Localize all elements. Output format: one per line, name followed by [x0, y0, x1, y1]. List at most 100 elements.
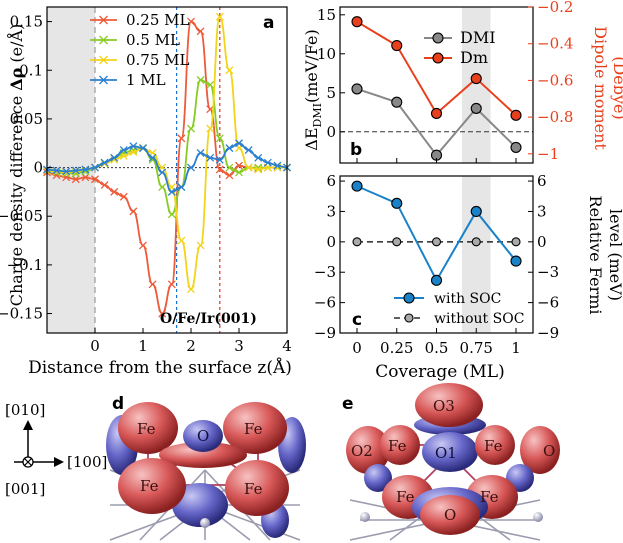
c-legend: with SOC without SOC — [394, 291, 524, 327]
a-point-2-2 — [62, 168, 71, 177]
a-point-2-21 — [244, 163, 253, 172]
b-point-1-4 — [510, 109, 522, 121]
b-legend-marker-1 — [432, 52, 444, 64]
c-series-group — [351, 180, 522, 286]
axis-001-cross-b — [24, 458, 32, 466]
a-point-3-18-b — [215, 155, 224, 164]
b-legend-label-1: Dm — [460, 48, 488, 67]
a-point-3-23-b — [263, 158, 272, 167]
d-red-blob-top-right — [223, 402, 287, 454]
a-ylabel: Charge density difference Δρ (e/Å) — [6, 24, 26, 307]
a-legend-marker-3-b — [99, 75, 108, 85]
d-red-blob-top-left — [118, 402, 178, 454]
c-legend-marker-1 — [404, 313, 414, 323]
a-xtick-label-1: 1 — [138, 337, 148, 355]
a-point-3-2-b — [62, 167, 71, 176]
a-point-3-13-b — [167, 187, 176, 196]
a-ylabel-unit: (e/Å) — [6, 24, 26, 68]
a-point-2-18 — [215, 12, 224, 21]
a-point-0-10 — [139, 241, 147, 250]
c-axes-frame — [339, 175, 534, 334]
a-ticks: 0 1 2 3 4 −0.15 −0.1 −0.05 0 0.05 0.1 0.15 — [0, 13, 292, 355]
a-point-3-19 — [225, 144, 234, 153]
d-blue-lobe-bottom — [172, 483, 228, 527]
a-point-0-19 — [225, 171, 234, 180]
a-point-0-12 — [158, 309, 167, 318]
b-point-0-1 — [391, 96, 403, 108]
d-label-fe-4: Fe — [244, 480, 263, 498]
b-legend-label-0: DMI — [460, 28, 496, 47]
e-small-atom-2 — [360, 512, 370, 522]
d-red-blob-bottom-left — [118, 458, 186, 514]
a-point-3-20-b — [235, 139, 243, 148]
a-point-3-14 — [177, 183, 186, 191]
a-point-3-23 — [263, 158, 272, 167]
a-point-0-5-b — [91, 175, 99, 184]
a-point-0-16-b — [196, 27, 205, 36]
d-label-fe-3: Fe — [140, 477, 159, 495]
e-label-fe-2: Fe — [484, 437, 503, 455]
c-ylabel-right-unit: level (meV) — [606, 209, 623, 301]
panel-d-label: d — [112, 394, 124, 414]
b-ylabel-unit: (meV/Fe) — [302, 29, 321, 103]
a-point-0-11 — [148, 280, 157, 289]
a-legend-label-2: 0.75 ML — [126, 51, 190, 69]
a-annotation: O/Fe/Ir(001) — [160, 311, 257, 327]
a-point-3-21-b — [244, 146, 253, 155]
a-point-2-15 — [187, 285, 195, 294]
a-point-2-19 — [225, 66, 234, 75]
c-ytick-left-label-1: −6 — [314, 294, 336, 312]
a-point-0-7-b — [110, 187, 119, 196]
a-point-3-9 — [129, 142, 138, 151]
a-legend-marker-2-b — [99, 55, 108, 65]
c-shaded-region — [461, 176, 491, 333]
a-point-3-17 — [206, 153, 215, 162]
a-point-3-12 — [158, 168, 167, 177]
a-legend-marker-3 — [99, 75, 108, 85]
a-point-0-18 — [215, 165, 224, 174]
a-point-2-1-b — [52, 167, 61, 176]
a-ytick-label-1: −0.1 — [7, 256, 43, 274]
a-ytick-label-6: 0.15 — [10, 13, 43, 31]
a-ytick-label-3: 0 — [33, 159, 43, 177]
a-point-0-22 — [254, 164, 263, 173]
e-label-fe-3: Fe — [396, 488, 415, 506]
b-ylabel-right: Dipole moment — [591, 26, 610, 150]
c-point-1-3 — [471, 237, 481, 247]
a-ytick-label-0: −0.15 — [0, 305, 43, 323]
c-ytick-right-label-0: −9 — [537, 324, 559, 342]
b-ylabel-main: ΔE — [302, 127, 321, 150]
a-point-0-18-b — [215, 165, 224, 174]
a-legend-marker-0 — [99, 15, 108, 25]
e-label-o-right: O — [543, 442, 555, 460]
a-point-0-13 — [167, 280, 176, 289]
c-xtick-label-0: 0 — [352, 339, 362, 357]
a-point-2-2-b — [62, 168, 71, 177]
a-point-3-18 — [215, 155, 224, 164]
b-ytick-right-label-1: −0.8 — [537, 108, 573, 126]
panel-a-label: a — [263, 13, 274, 33]
c-point-0-2 — [430, 274, 443, 286]
c-legend-marker-0 — [403, 292, 415, 304]
a-point-1-13-b — [167, 210, 176, 219]
a-point-2-9-b — [129, 148, 138, 156]
a-point-1-15-b — [187, 124, 195, 133]
a-point-1-19 — [225, 163, 234, 172]
a-point-0-16 — [196, 27, 205, 36]
b-ylabel-right-unit: (Debye) — [610, 56, 623, 120]
a-point-0-13-b — [167, 280, 176, 289]
a-point-2-18-b — [215, 12, 224, 21]
a-point-3-9-b — [129, 142, 138, 151]
a-point-3-4 — [81, 165, 90, 174]
c-ytick-right-label-2: −3 — [537, 263, 559, 281]
c-ytick-left-label-0: −9 — [314, 324, 336, 342]
a-ytick-label-2: −0.05 — [0, 207, 43, 225]
e-label-o3: O3 — [433, 397, 455, 415]
panel-b-label: b — [350, 140, 362, 160]
crystal-axes-inset: [010] [100] [001] — [5, 401, 107, 498]
e-atom-labels: O3 O2 Fe O1 Fe O Fe Fe O — [351, 397, 555, 524]
a-ytick-label-4: 0.05 — [10, 110, 43, 128]
c-ytick-right-label-5: 6 — [537, 172, 547, 190]
a-point-0-10-b — [139, 241, 147, 250]
